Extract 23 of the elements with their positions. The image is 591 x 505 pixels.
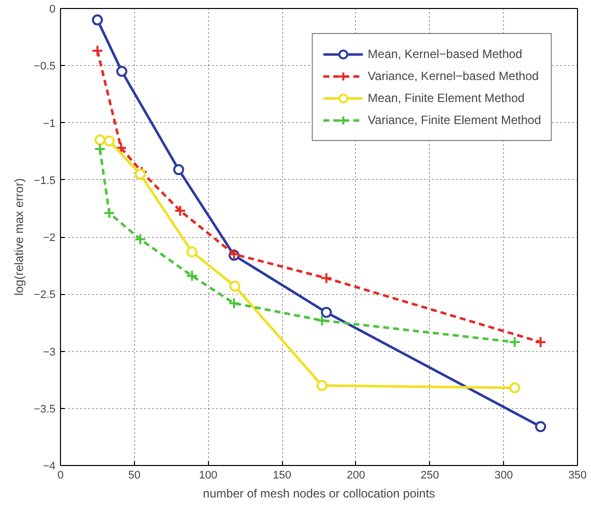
x-tick-label: 350 [568,470,587,482]
x-tick-label: 100 [199,470,218,482]
y-axis-title: log(relative max error) [12,178,26,296]
y-tick-label: −2.5 [34,289,56,302]
y-tick-label: −4 [42,460,56,472]
x-tick-label: 300 [494,470,513,482]
y-tick-label: −0.5 [34,60,56,73]
y-tick-label: −3 [42,346,56,358]
x-tick-label: 150 [272,470,292,482]
y-tick-label: −3.5 [34,403,56,416]
y-tick-label: −2 [42,232,56,244]
x-tick-label: 0 [57,470,64,482]
y-tick-label: −1.5 [34,174,56,187]
y-tick-label: −1 [42,118,56,130]
x-tick-label: 250 [420,470,439,482]
x-tick-label: 200 [346,470,366,482]
legend-label: Mean, Kernel−based Method [368,47,522,61]
y-tick-label: 0 [49,4,56,16]
legend-label: Mean, Finite Element Method [368,91,525,105]
x-axis-title: number of mesh nodes or collocation points [202,486,436,500]
x-tick-label: 50 [128,470,140,482]
legend-label: Variance, Finite Element Method [368,113,541,127]
legend-label: Variance, Kernel−based Method [368,69,539,83]
